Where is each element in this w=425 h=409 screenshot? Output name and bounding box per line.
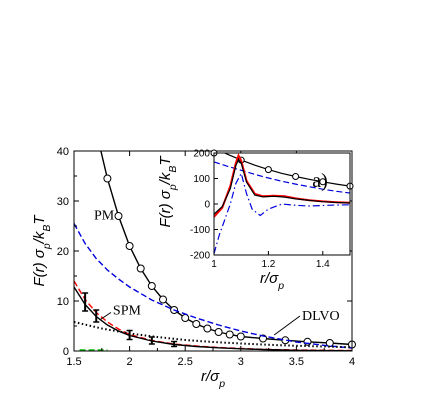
y-tick-label: 30	[57, 196, 69, 208]
data-point-dlvo	[114, 212, 123, 220]
data-point-dlvo	[225, 330, 234, 339]
data-point-dlvo	[192, 320, 201, 328]
inset-x-tick-label: 1	[211, 259, 217, 270]
inset-data-point	[292, 173, 300, 180]
y-tick-label: 0	[63, 346, 69, 358]
x-axis-title: r/σp	[201, 368, 225, 390]
x-tick-label: 3.5	[289, 356, 304, 368]
inset-y-tick-label: -100	[190, 225, 210, 236]
data-point-dlvo	[214, 328, 223, 336]
inset-y-tick-label: 0	[204, 200, 210, 211]
data-point-dlvo	[203, 324, 212, 333]
data-point-dlvo	[125, 242, 134, 250]
inset-series-line-pm	[214, 161, 350, 194]
annotation-spm-pointer	[99, 312, 112, 321]
annotation-dlvo-pointer	[273, 315, 301, 336]
data-point-dlvo	[147, 282, 156, 290]
data-point-dlvo	[136, 264, 145, 273]
inset-plot: 1 1.2 1.4 -200 -100 0 100 200 r/σp F(r) σp/kBT a)	[157, 149, 354, 292]
x-tick-label: 2	[127, 356, 133, 368]
inset-series-line-blue-dashdot	[214, 171, 350, 254]
x-tick-label: 4	[349, 356, 355, 368]
series-line-dotted	[74, 321, 352, 349]
inset-x-tick-label: 1.2	[261, 259, 275, 270]
data-point-dlvo	[325, 339, 334, 347]
inset-data-point	[264, 166, 272, 174]
data-point-dlvo	[103, 174, 112, 183]
inset-series-line-black-thin	[214, 158, 350, 215]
x-tick-label: 1.5	[66, 356, 81, 368]
data-point-dlvo	[181, 314, 190, 322]
inset-y-tick-label: 200	[193, 149, 210, 160]
series-line-pm	[74, 223, 352, 349]
annotation-spm: SPM	[113, 304, 142, 319]
inset-panel-label: a)	[312, 170, 328, 192]
inset-y-tick-label: -200	[190, 251, 210, 262]
y-tick-label: 40	[57, 146, 69, 158]
data-point-dlvo	[159, 295, 167, 304]
x-tick-label: 2.5	[178, 356, 193, 368]
annotation-pm: PM	[94, 209, 115, 224]
inset-data-point	[319, 178, 327, 186]
y-tick-label: 10	[57, 296, 69, 308]
data-point-dlvo	[236, 332, 245, 341]
inset-x-tick-label: 1.4	[316, 259, 330, 270]
y-axis-title: F(r) σp/kBT	[31, 214, 53, 287]
y-tick-label: 20	[57, 246, 69, 258]
data-point-dlvo	[303, 337, 312, 346]
series-line-spm-fit	[74, 286, 352, 351]
inset-y-tick-label: 100	[193, 174, 210, 185]
inset-y-axis-title: F(r) σp/kBT	[157, 155, 179, 228]
inset-x-axis-title: r/σp	[260, 270, 284, 292]
inset-background	[214, 153, 350, 255]
x-tick-label: 3	[238, 356, 244, 368]
annotation-dlvo: DLVO	[302, 309, 340, 324]
